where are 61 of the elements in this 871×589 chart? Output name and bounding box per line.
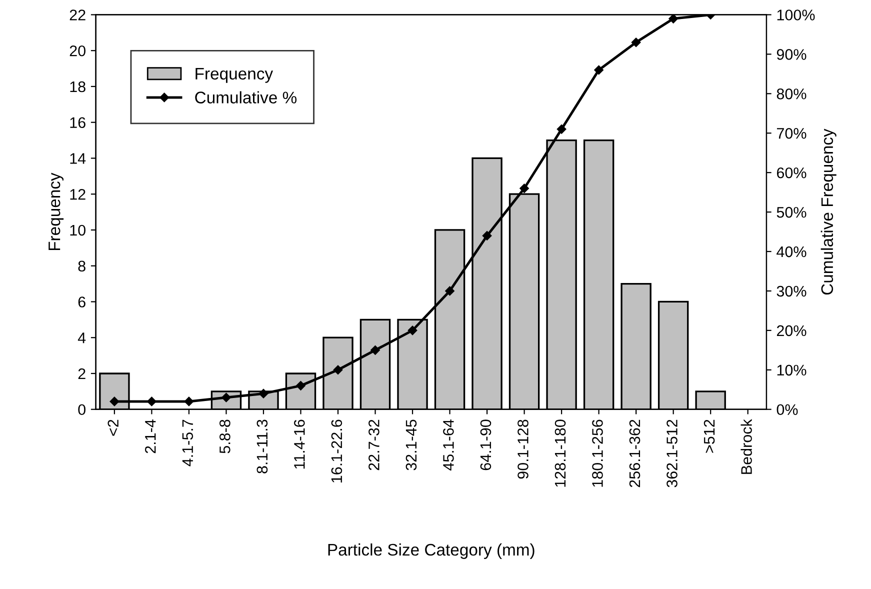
y2-tick-label: 90%: [776, 49, 806, 60]
y2-tick-label: 10%: [777, 364, 806, 376]
y2-tick-label: 60%: [776, 167, 806, 178]
x-tick-label: 128.1-180: [554, 420, 566, 487]
y2-tick-label: 70%: [776, 128, 806, 139]
point: [520, 184, 529, 193]
point: [296, 381, 306, 390]
y-tick-label: 22: [70, 10, 86, 20]
x-tick-label: 22.7-32: [368, 420, 380, 470]
x-tick-label: 32.1-45: [406, 420, 417, 470]
y-tick-label: 16: [70, 117, 86, 128]
point: [445, 286, 454, 296]
x-tick-label: 5.8-8: [220, 420, 230, 454]
x-tick-label: 64.1-90: [480, 420, 492, 470]
x-axis-title: Particle Size Category (mm): [328, 543, 534, 559]
y-tick-label: 18: [70, 81, 86, 92]
y-axis-title: Frequency: [48, 172, 64, 250]
legend-label: Frequency: [196, 68, 274, 83]
point: [110, 396, 120, 406]
point: [668, 14, 678, 24]
x-tick-label: 4.1-5.7: [182, 420, 194, 466]
x-tick-label: Bedrock: [740, 419, 752, 474]
x-tick-label: >512: [704, 420, 715, 453]
x-tick-label: 16.1-22.6: [331, 420, 342, 482]
y2-tick-label: 40%: [776, 246, 806, 258]
x-tick-label: 362.1-512: [666, 420, 678, 488]
y-tick-label: 8: [78, 260, 86, 272]
point: [631, 38, 641, 47]
point: [370, 346, 380, 355]
x-tick-label: 90.1-128: [518, 420, 528, 479]
x-tick-label: <2: [108, 420, 118, 436]
x-tick-label: 256.1-362: [629, 420, 640, 488]
point: [482, 231, 492, 240]
legend-label: Cumulative %: [195, 91, 297, 104]
y2-axis-title: Cumulative Frequency: [820, 128, 836, 295]
y-tick-label: 6: [78, 296, 86, 308]
x-tick-label: 11.4-16: [294, 420, 305, 469]
point: [594, 65, 604, 75]
y2-tick-label: 0%: [776, 404, 798, 416]
x-tick-label: 180.1-256: [592, 420, 603, 487]
y2-tick-label: 50%: [776, 206, 806, 218]
y2-tick-label: 80%: [776, 88, 806, 100]
y-tick-label: 10: [70, 224, 86, 236]
x-tick-label: 2.1-4: [144, 420, 156, 454]
y-tick-label: 20: [70, 45, 86, 56]
y-tick-label: 0: [78, 404, 86, 416]
y2-tick-label: 20%: [776, 325, 806, 336]
y-tick-label: 14: [70, 153, 86, 164]
point: [556, 124, 566, 134]
y2-tick-label: 100%: [777, 10, 815, 20]
x-tick-label: 45.1-64: [443, 420, 454, 471]
x-tick-label: 8.1-11.3: [256, 420, 268, 474]
point: [147, 396, 156, 406]
y-tick-label: 12: [70, 188, 86, 200]
point: [184, 396, 194, 406]
y-tick-label: 4: [78, 332, 86, 344]
y-tick-label: 2: [78, 368, 86, 380]
point: [408, 326, 418, 336]
y2-tick-label: 30%: [776, 286, 806, 297]
point: [333, 365, 343, 375]
point: [258, 388, 268, 398]
